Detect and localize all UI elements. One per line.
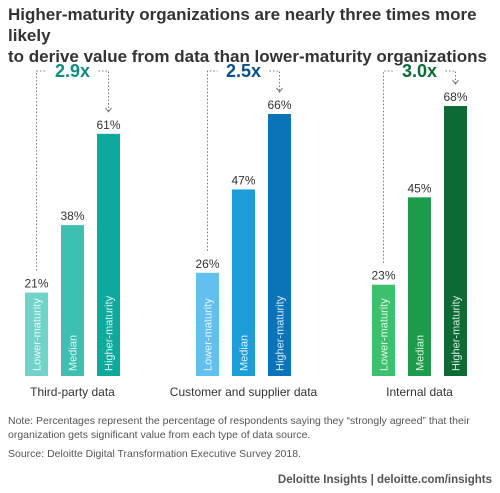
ratio-label-1: 2.5x [226, 61, 261, 81]
bar-category-label-2-0: Lower-maturity [379, 298, 391, 371]
ratio-label-2: 3.0x [402, 61, 437, 81]
bar-category-label-1-0: Lower-maturity [203, 298, 215, 371]
bar-1-0 [196, 272, 219, 376]
ratio-arrow-1 [276, 87, 283, 93]
value-label-1-2: 66% [267, 98, 291, 112]
bar-category-label-1-1: Median [239, 335, 251, 371]
chart-source: Source: Deloitte Digital Transformation … [8, 448, 301, 460]
value-label-2-0: 23% [371, 269, 395, 283]
value-label-2-1: 45% [407, 181, 431, 195]
ratio-label-0: 2.9x [55, 61, 90, 81]
ratio-arrow-2 [452, 79, 459, 85]
value-label-0-2: 61% [96, 118, 120, 132]
value-label-0-0: 21% [24, 277, 48, 291]
ratio-bracket-right-1 [269, 70, 280, 92]
bar-2-2 [444, 106, 467, 376]
bar-category-label-1-2: Higher-maturity [275, 295, 287, 371]
bar-1-2 [268, 113, 291, 376]
bar-0-2 [97, 133, 120, 376]
bar-category-label-0-0: Lower-maturity [32, 298, 44, 371]
bar-category-label-2-2: Higher-maturity [451, 295, 463, 371]
group-label-2: Internal data [386, 385, 453, 399]
bar-2-1 [408, 197, 431, 376]
ratio-bracket-left-1 [207, 70, 218, 251]
chart-note: Note: Percentages represent the percenta… [8, 415, 470, 441]
bar-chart: 21% Lower-maturity 38% Median 61% Higher-matu… [24, 61, 467, 399]
bar-0-1 [61, 225, 84, 376]
value-label-1-1: 47% [231, 173, 255, 187]
bar-category-label-2-1: Median [415, 335, 427, 371]
ratio-bracket-right-0 [98, 70, 109, 112]
chart-title: Higher-maturity organizations are nearly… [8, 4, 496, 67]
bar-category-label-0-1: Median [68, 335, 80, 371]
value-label-2-2: 68% [443, 90, 467, 104]
group-label-1: Customer and supplier data [170, 385, 318, 399]
bar-category-label-0-2: Higher-maturity [104, 295, 116, 371]
bar-2-0 [372, 284, 395, 376]
bar-0-0 [25, 292, 48, 376]
chart-title-line-2: to derive value from data than lower-mat… [8, 47, 487, 66]
footer-credit: Deloitte Insights | deloitte.com/insight… [277, 474, 492, 486]
value-label-0-1: 38% [60, 209, 84, 223]
ratio-bracket-left-2 [383, 70, 394, 263]
ratio-bracket-right-2 [445, 70, 456, 85]
ratio-bracket-left-0 [36, 70, 47, 271]
bar-1-1 [232, 189, 255, 376]
value-label-1-0: 26% [195, 257, 219, 271]
group-label-0: Third-party data [30, 385, 115, 399]
chart-title-line-1: Higher-maturity organizations are nearly… [8, 5, 477, 45]
ratio-arrow-0 [105, 107, 112, 113]
